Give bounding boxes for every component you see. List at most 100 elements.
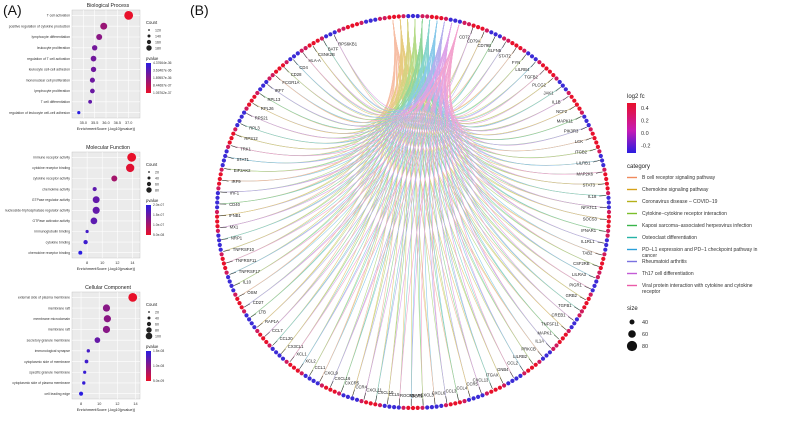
mf-category-label: immunoglobulin binding [34, 230, 70, 234]
mf-color-legend-bar [146, 205, 151, 235]
gene-tick [592, 264, 600, 267]
gene-tick [597, 183, 605, 185]
gene-tick [478, 386, 482, 394]
bp-category-label: mononuclear cell proliferation [26, 78, 70, 82]
ring-dot [270, 346, 275, 351]
ring-dot [606, 214, 611, 219]
gene-label: TNFSF11 [541, 322, 560, 327]
gene-tick [233, 282, 241, 286]
bp-point [89, 77, 95, 83]
ring-dot [429, 14, 434, 19]
ring-dot [332, 389, 337, 394]
chord-link [420, 19, 459, 400]
gene-tick [323, 39, 327, 47]
ring-dot [373, 17, 378, 22]
gene-label: IFNAR1 [581, 228, 597, 233]
cc-category-label: specific granule membrane [29, 370, 70, 374]
bp-color-legend-tick: 4.37664e-36 [153, 61, 172, 65]
chord-link [260, 19, 423, 130]
ring-dot [364, 19, 369, 24]
gene-label: LTB [259, 310, 267, 315]
gene-tick [528, 358, 534, 365]
ring-dot [462, 399, 467, 404]
gene-label: CCL3 [446, 388, 457, 393]
gene-label: CXCL9 [324, 371, 338, 376]
ring-dot [526, 368, 531, 373]
ring-dot [280, 63, 286, 68]
ring-dot [239, 305, 244, 310]
ring-dot [544, 353, 549, 358]
ring-dot [563, 332, 568, 337]
bp-color-legend-tick: 8.44687e-37 [153, 84, 172, 88]
ring-dot [586, 123, 591, 128]
gene-label: CCL2 [507, 361, 518, 366]
ring-dot [214, 209, 220, 215]
chord-link [319, 20, 438, 382]
bp-size-legend-label: 160 [155, 40, 161, 44]
gene-label: STAT1 [237, 157, 250, 162]
gene-tick [589, 148, 597, 152]
ring-dot [493, 387, 498, 392]
ring-dot [264, 339, 269, 345]
gene-tick [584, 286, 592, 290]
mf-color-legend-tick: 2.0e-07 [153, 203, 164, 207]
ring-dot [354, 22, 360, 27]
ring-dot [249, 98, 254, 103]
gene-tick [545, 343, 552, 349]
gene-label: TRK1 [240, 146, 251, 151]
gene-tick [597, 241, 605, 244]
ring-dot [480, 393, 485, 398]
ring-dot [420, 405, 425, 410]
ring-dot [332, 30, 337, 35]
ring-dot [429, 405, 434, 410]
chord-link [267, 21, 445, 127]
chord-link [399, 19, 407, 405]
cc-size-legend-dot [146, 321, 152, 327]
gene-tick [398, 398, 400, 406]
ring-dot [252, 94, 257, 99]
gene-label: IL1RL1 [581, 239, 595, 244]
gene-label: IFNB1 [229, 213, 242, 218]
ring-dot [594, 140, 599, 145]
gene-tick [555, 86, 562, 92]
cc-point [94, 337, 101, 343]
gene-tick [547, 77, 554, 83]
mf-size-legend-label: 40 [155, 176, 159, 180]
bp-point [91, 45, 98, 51]
mf-xtick-label: 14 [130, 261, 134, 265]
gene-label: IRF7 [275, 88, 285, 93]
gene-tick [238, 293, 245, 297]
gene-tick [272, 340, 278, 346]
ring-dot [579, 110, 584, 115]
gene-label: CCR1 [411, 394, 423, 399]
ring-dot [518, 373, 523, 378]
cc-xtick-label: 8 [80, 402, 82, 406]
ring-dot [443, 16, 449, 21]
gene-tick [221, 179, 229, 182]
ring-dot [215, 200, 220, 205]
ring-dot [267, 343, 272, 348]
ring-dot [237, 118, 242, 123]
ring-dot [295, 51, 300, 56]
ring-dot [216, 186, 221, 191]
ring-dot [221, 158, 226, 163]
size-legend-label: 60 [642, 332, 648, 338]
ring-dot [350, 396, 355, 401]
gene-label: CD79A [467, 38, 481, 43]
ring-dot [547, 69, 552, 74]
ring-dot [354, 397, 360, 402]
ring-dot [406, 405, 411, 410]
chord-link [290, 19, 431, 362]
ring-dot [605, 233, 610, 238]
gene-label: CD27 [253, 300, 264, 305]
gene-tick [512, 47, 517, 54]
ring-dot [218, 172, 223, 177]
ring-dot [572, 98, 577, 103]
ring-dot [215, 205, 220, 210]
ring-dot [514, 376, 519, 381]
mf-size-legend-dot [146, 181, 152, 187]
ring-dot [410, 405, 416, 411]
ring-dot [382, 16, 387, 21]
chord-link [424, 20, 438, 404]
